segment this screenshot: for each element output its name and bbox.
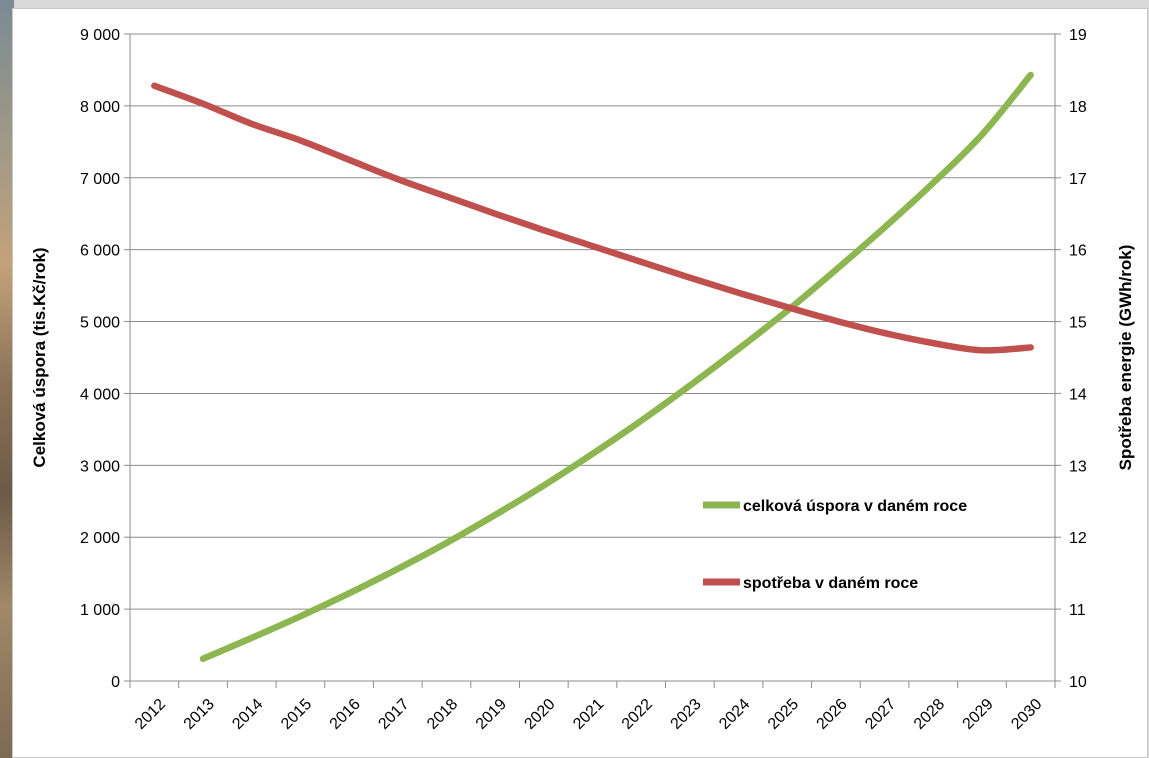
y-left-tick-label: 1 000 (80, 602, 120, 619)
chart-panel (12, 8, 1148, 758)
y-right-tick-label: 16 (1069, 243, 1087, 260)
x-tick-label: 2022 (619, 696, 656, 733)
x-tick-label: 2029 (960, 696, 997, 733)
x-tick-label: 2027 (862, 696, 899, 733)
x-tick-label: 2012 (132, 696, 169, 733)
y-axis-left-title: Celková úspora (tis.Kč/rok) (30, 247, 49, 467)
y-right-tick-label: 12 (1069, 530, 1087, 547)
y-left-tick-label: 4 000 (80, 386, 120, 403)
x-tick-label: 2014 (229, 696, 266, 733)
y-axis-right-title: Spotřeba energie (GWh/rok) (1116, 245, 1135, 471)
series-line (199, 71, 1034, 662)
x-tick-label: 2016 (327, 696, 364, 733)
x-tick-label: 2024 (716, 696, 753, 733)
y-left-tick-label: 0 (111, 674, 120, 691)
background-photo-edge (0, 0, 14, 758)
x-tick-label: 2030 (1008, 696, 1045, 733)
y-left-tick-label: 3 000 (80, 458, 120, 475)
y-left-tick-label: 8 000 (80, 99, 120, 116)
legend-label: spotřeba v daném roce (743, 575, 918, 592)
y-left-tick-label: 5 000 (80, 315, 120, 332)
legend: celková úspora v daném roce spotřeba v da… (703, 498, 967, 592)
y-right-tick-label: 11 (1069, 602, 1086, 619)
x-axis-ticks: 2012 2013 2014 2015 2016 2017 2018 2019 2020 2021… (129, 681, 1056, 733)
left-axis-ticks: 0 1 000 2 000 3 000 4 000 5 000 6 000 7 000 8 00… (80, 27, 130, 691)
y-right-tick-label: 13 (1069, 458, 1087, 475)
y-left-tick-label: 6 000 (80, 243, 120, 260)
y-right-tick-label: 10 (1069, 674, 1087, 691)
x-tick-label: 2015 (278, 696, 315, 733)
y-left-tick-label: 7 000 (80, 171, 120, 188)
y-left-tick-label: 2 000 (80, 530, 120, 547)
y-left-tick-label: 9 000 (80, 27, 120, 44)
x-tick-label: 2020 (521, 696, 558, 733)
legend-label: celková úspora v daném roce (743, 498, 967, 515)
gridlines (130, 33, 1055, 682)
x-tick-label: 2028 (911, 696, 948, 733)
y-right-tick-label: 14 (1069, 386, 1087, 403)
x-tick-label: 2021 (570, 696, 607, 733)
axes (129, 34, 1056, 682)
y-right-tick-label: 15 (1069, 315, 1087, 332)
x-tick-label: 2025 (765, 696, 802, 733)
x-tick-label: 2017 (375, 696, 412, 733)
right-axis-ticks: 10 11 12 13 14 15 16 17 18 19 (1055, 27, 1087, 691)
series-line (151, 82, 1034, 354)
x-tick-label: 2013 (181, 696, 218, 733)
y-right-tick-label: 17 (1069, 171, 1087, 188)
y-right-tick-label: 19 (1069, 27, 1087, 44)
x-tick-label: 2026 (814, 696, 851, 733)
x-tick-label: 2018 (424, 696, 461, 733)
x-tick-label: 2023 (668, 696, 705, 733)
series-lines (151, 71, 1034, 662)
x-tick-label: 2019 (473, 696, 510, 733)
y-right-tick-label: 18 (1069, 99, 1087, 116)
